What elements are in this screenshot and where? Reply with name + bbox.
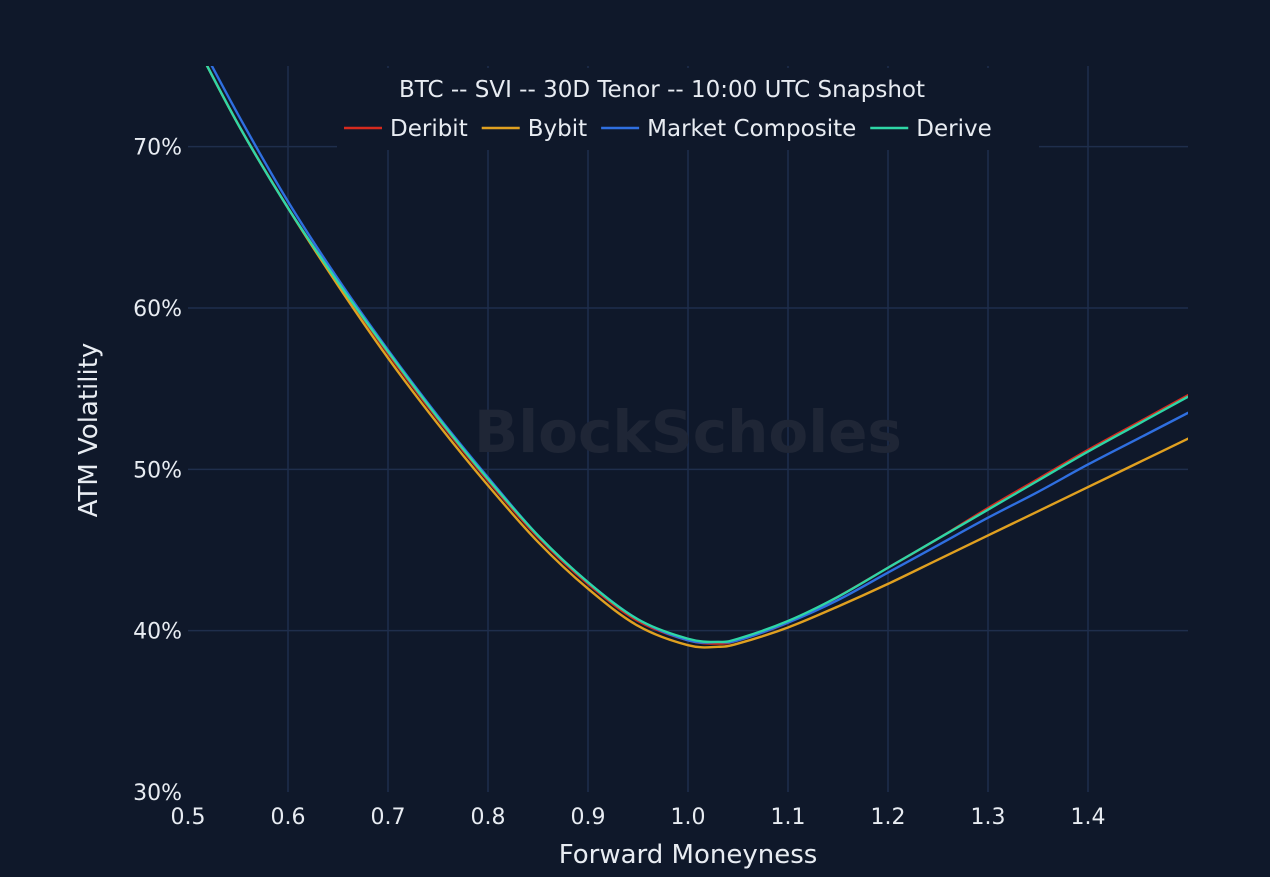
x-tick-label: 1.4 [1071, 805, 1106, 830]
x-axis-title: Forward Moneyness [559, 840, 818, 870]
legend-label: Derive [916, 116, 991, 142]
x-tick-label: 1.1 [771, 805, 806, 830]
x-tick-label: 0.5 [171, 805, 206, 830]
y-tick-label: 40% [133, 620, 182, 645]
grid [188, 66, 1188, 792]
x-tick-label: 1.0 [671, 805, 706, 830]
legend-items: Deribit Bybit Market Composite Derive [344, 116, 992, 142]
x-tick-label: 0.7 [371, 805, 406, 830]
legend: BTC -- SVI -- 30D Tenor -- 10:00 UTC Sna… [337, 68, 1039, 150]
series-line-derive [205, 66, 1188, 644]
legend-item-bybit[interactable]: Bybit [481, 116, 587, 142]
legend-label: Bybit [528, 116, 587, 142]
series-lines [205, 66, 1188, 649]
y-tick-label: 60% [133, 297, 182, 322]
series-line-market-composite [210, 66, 1188, 644]
legend-label: Market Composite [647, 116, 856, 142]
chart-title: BTC -- SVI -- 30D Tenor -- 10:00 UTC Sna… [399, 77, 925, 103]
series-line-bybit [205, 66, 1188, 649]
x-tick-label: 1.2 [871, 805, 906, 830]
legend-item-deribit[interactable]: Deribit [344, 116, 468, 142]
x-tick-label: 0.9 [571, 805, 606, 830]
legend-background [337, 68, 1039, 150]
x-tick-label: 0.6 [271, 805, 306, 830]
y-tick-label: 30% [133, 781, 182, 806]
x-tick-label: 1.3 [971, 805, 1006, 830]
tick-labels: 0.5 0.6 0.7 0.8 0.9 1.0 1.1 1.2 1.3 1.4 30% 40% 50% 6… [133, 136, 1105, 830]
watermark: BlockScholes [474, 398, 902, 466]
y-axis-title: ATM Volatility [74, 343, 104, 518]
legend-item-derive[interactable]: Derive [870, 116, 992, 142]
x-tick-label: 0.8 [471, 805, 506, 830]
legend-label: Deribit [390, 116, 468, 142]
y-tick-label: 50% [133, 458, 182, 483]
legend-item-market-composite[interactable]: Market Composite [601, 116, 856, 142]
y-tick-label: 70% [133, 136, 182, 161]
